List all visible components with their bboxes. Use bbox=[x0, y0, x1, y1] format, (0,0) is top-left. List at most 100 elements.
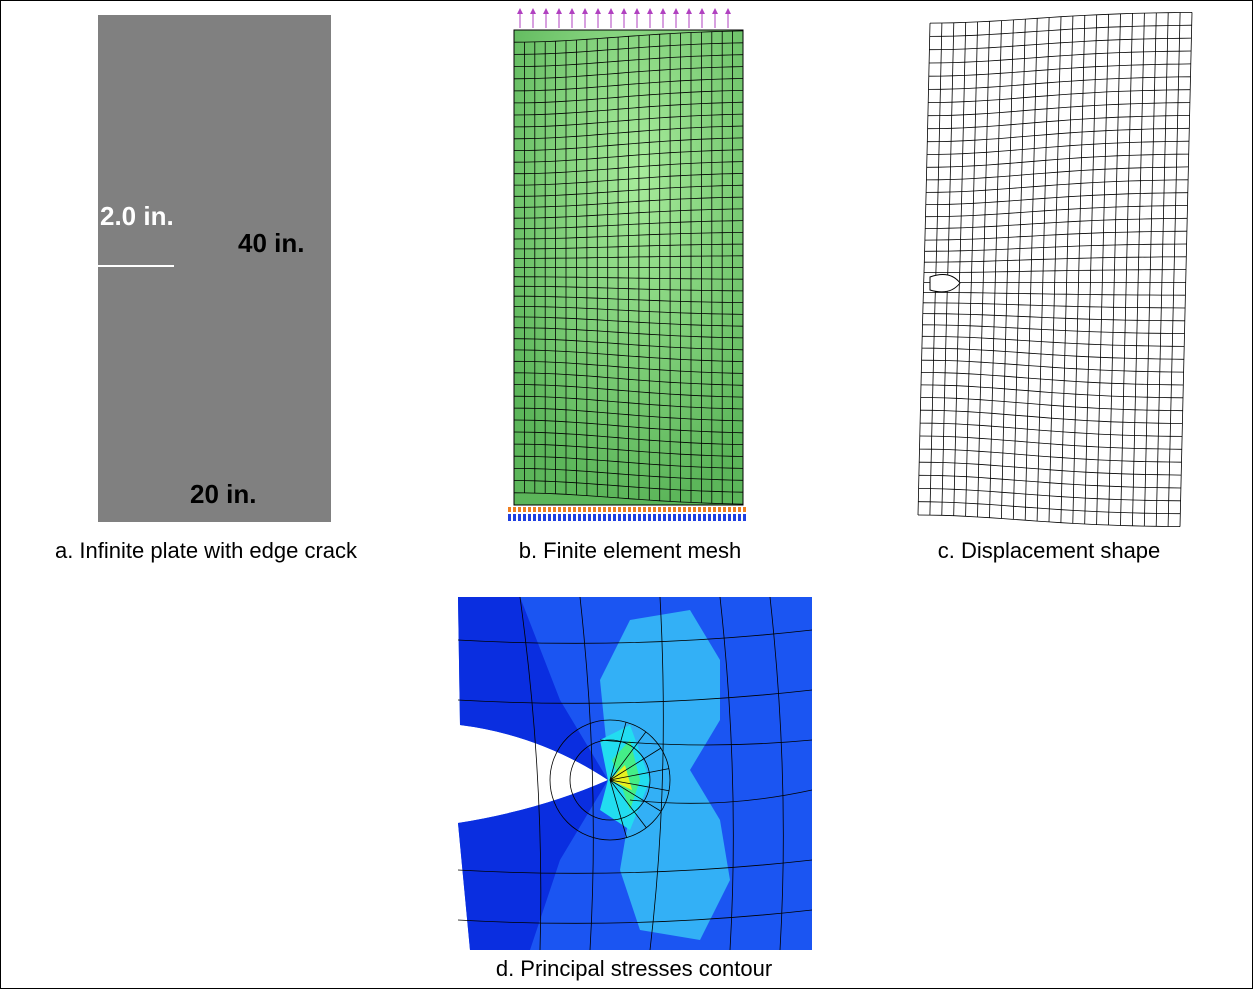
support bbox=[653, 507, 656, 512]
support bbox=[513, 507, 516, 512]
support bbox=[593, 507, 596, 512]
support bbox=[598, 507, 601, 512]
support bbox=[548, 507, 551, 512]
mesh-line bbox=[918, 23, 930, 515]
arrow-head bbox=[660, 8, 666, 14]
deformed-mesh bbox=[918, 12, 1192, 526]
arrow-head bbox=[634, 8, 640, 14]
support bbox=[608, 514, 611, 521]
mesh-line bbox=[978, 21, 990, 517]
support bbox=[678, 507, 681, 512]
support bbox=[738, 514, 741, 521]
mesh-line bbox=[966, 22, 978, 516]
mesh-line bbox=[1109, 14, 1121, 525]
support bbox=[698, 514, 701, 521]
support bbox=[693, 507, 696, 512]
caption: a. Infinite plate with edge crack bbox=[55, 538, 358, 563]
mesh-line bbox=[990, 21, 1002, 518]
support bbox=[628, 514, 631, 521]
support bbox=[733, 507, 736, 512]
support bbox=[583, 507, 586, 512]
support bbox=[638, 507, 641, 512]
support bbox=[703, 507, 706, 512]
mesh-line bbox=[954, 22, 966, 515]
support bbox=[658, 514, 661, 521]
support bbox=[583, 514, 586, 521]
support bbox=[663, 514, 666, 521]
support bbox=[643, 514, 646, 521]
notch bbox=[930, 275, 960, 292]
support bbox=[508, 514, 511, 521]
support bbox=[683, 507, 686, 512]
contour bbox=[458, 597, 812, 950]
support bbox=[523, 514, 526, 521]
support bbox=[643, 507, 646, 512]
support bbox=[623, 514, 626, 521]
support bbox=[573, 514, 576, 521]
support bbox=[553, 514, 556, 521]
support bbox=[688, 507, 691, 512]
arrow-head bbox=[595, 8, 601, 14]
mesh-line bbox=[930, 23, 942, 515]
support bbox=[618, 507, 621, 512]
support bbox=[563, 514, 566, 521]
arrow-head bbox=[699, 8, 705, 14]
arrow-head bbox=[673, 8, 679, 14]
support bbox=[723, 507, 726, 512]
crack-length: 2.0 in. bbox=[100, 201, 174, 231]
support bbox=[613, 514, 616, 521]
support bbox=[528, 514, 531, 521]
mesh-line bbox=[1049, 17, 1061, 522]
support bbox=[568, 507, 571, 512]
arrow-head bbox=[686, 8, 692, 14]
arrow-head bbox=[530, 8, 536, 14]
mesh-line bbox=[1013, 19, 1025, 519]
support bbox=[688, 514, 691, 521]
support bbox=[588, 507, 591, 512]
caption: c. Displacement shape bbox=[938, 538, 1161, 563]
mesh-line bbox=[1121, 13, 1133, 525]
page: 2.0 in. 40 in. 20 in. a. Infinite plate … bbox=[0, 0, 1253, 989]
mesh-line bbox=[1061, 16, 1073, 523]
support bbox=[613, 507, 616, 512]
plate bbox=[98, 15, 331, 522]
arrow-head bbox=[556, 8, 562, 14]
support bbox=[633, 507, 636, 512]
support bbox=[653, 514, 656, 521]
support bbox=[513, 514, 516, 521]
support bbox=[563, 507, 566, 512]
support bbox=[648, 507, 651, 512]
mesh-line bbox=[1025, 18, 1037, 520]
support bbox=[708, 514, 711, 521]
support bbox=[578, 514, 581, 521]
arrow-head bbox=[569, 8, 575, 14]
support bbox=[588, 514, 591, 521]
support bbox=[718, 507, 721, 512]
support bbox=[703, 514, 706, 521]
support bbox=[693, 514, 696, 521]
mesh-line bbox=[1085, 15, 1097, 524]
arrow-head bbox=[608, 8, 614, 14]
support bbox=[573, 507, 576, 512]
support bbox=[578, 507, 581, 512]
arrow-head bbox=[621, 8, 627, 14]
arrow-head bbox=[725, 8, 731, 14]
support bbox=[543, 514, 546, 521]
support bbox=[608, 507, 611, 512]
arrow-head bbox=[517, 8, 523, 14]
support bbox=[548, 514, 551, 521]
support bbox=[638, 514, 641, 521]
support bbox=[698, 507, 701, 512]
support bbox=[733, 514, 736, 521]
support bbox=[553, 507, 556, 512]
support bbox=[623, 507, 626, 512]
support bbox=[508, 507, 511, 512]
support bbox=[518, 507, 521, 512]
support bbox=[728, 507, 731, 512]
support bbox=[603, 507, 606, 512]
support bbox=[678, 514, 681, 521]
support bbox=[673, 507, 676, 512]
support bbox=[528, 507, 531, 512]
support bbox=[668, 514, 671, 521]
support bbox=[663, 507, 666, 512]
